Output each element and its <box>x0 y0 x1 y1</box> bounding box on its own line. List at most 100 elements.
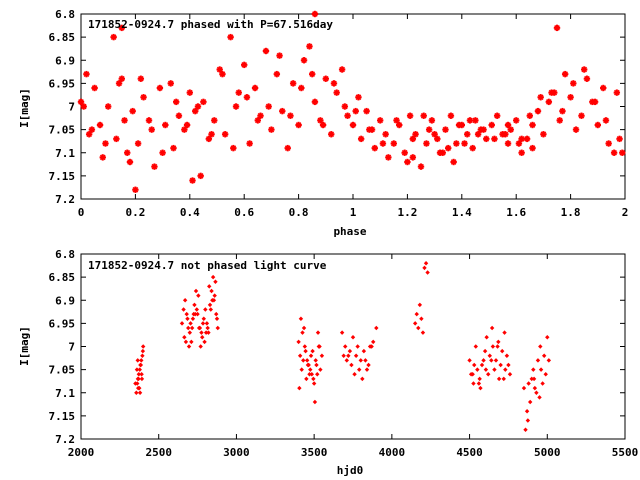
data-point <box>105 103 112 110</box>
data-point <box>501 376 506 382</box>
data-point <box>546 358 552 363</box>
data-point <box>315 372 320 377</box>
data-point <box>525 418 531 423</box>
data-point <box>355 94 362 101</box>
data-point <box>297 353 303 358</box>
data-point <box>330 80 338 87</box>
data-point <box>583 75 591 82</box>
data-point <box>322 75 329 82</box>
data-point <box>213 279 218 284</box>
x-tick-label: 0.4 <box>180 206 200 219</box>
data-point <box>466 117 474 124</box>
data-point <box>301 325 307 331</box>
data-point <box>156 84 164 92</box>
data-point <box>139 376 145 382</box>
data-point <box>151 163 158 170</box>
data-points <box>133 261 552 432</box>
data-point <box>349 121 357 129</box>
data-point <box>314 362 319 368</box>
data-point <box>559 107 566 115</box>
data-point <box>369 344 374 349</box>
data-point <box>296 339 301 345</box>
data-point <box>396 121 403 129</box>
data-point <box>531 367 536 372</box>
data-point <box>416 325 421 331</box>
data-point <box>159 149 166 156</box>
data-point <box>540 131 547 138</box>
data-point <box>534 390 539 395</box>
data-point <box>193 288 199 294</box>
y-tick-label: 6.9 <box>55 294 75 307</box>
data-point <box>199 330 204 335</box>
plot-area-frame <box>80 253 626 440</box>
data-point <box>311 376 316 382</box>
data-point <box>197 325 203 331</box>
y-tick-label: 7.05 <box>49 364 76 377</box>
x-tick-label: 1.2 <box>397 206 417 219</box>
data-point <box>515 140 523 147</box>
data-point <box>99 154 106 161</box>
y-tick-label: 7 <box>68 101 75 114</box>
data-point <box>553 24 561 32</box>
axis-ticks: 0 0.2 0.4 0.6 0.8 1 1.2 1.4 1.6 1.8 2 6.8 6.85 6.9 6.9… <box>49 8 629 219</box>
data-point <box>200 98 207 106</box>
data-point <box>343 344 348 349</box>
y-tick-label: 6.8 <box>55 8 75 21</box>
data-point <box>455 121 463 129</box>
data-point <box>295 121 302 129</box>
data-point <box>137 390 143 395</box>
data-point <box>307 372 312 377</box>
data-point <box>538 344 543 349</box>
data-point <box>491 135 498 143</box>
data-point <box>371 144 378 152</box>
y-tick-label: 7.05 <box>49 124 76 137</box>
data-point <box>352 372 357 377</box>
data-point <box>483 367 489 372</box>
data-point <box>221 131 229 138</box>
data-point <box>476 381 482 386</box>
data-point <box>214 311 219 317</box>
data-point <box>483 135 490 143</box>
data-point <box>318 367 323 372</box>
x-tick-label: 2 <box>622 206 629 219</box>
data-point <box>136 372 142 377</box>
data-point <box>129 107 136 115</box>
data-point <box>496 376 502 382</box>
data-point <box>197 172 204 180</box>
data-point <box>442 126 449 133</box>
data-point <box>406 112 414 119</box>
data-point <box>600 84 607 92</box>
x-tick-label: 0.6 <box>234 206 254 219</box>
data-point <box>135 381 140 386</box>
data-point <box>162 121 169 129</box>
data-point <box>507 126 514 133</box>
data-point <box>529 144 536 152</box>
data-point <box>464 131 471 138</box>
data-point <box>265 103 272 110</box>
data-point <box>366 362 371 368</box>
data-point <box>132 186 139 193</box>
data-point <box>134 367 140 372</box>
y-tick-label: 6.85 <box>49 31 76 44</box>
data-point <box>175 112 183 119</box>
data-point <box>371 339 376 345</box>
data-point <box>535 358 541 363</box>
data-point <box>404 158 411 166</box>
data-point <box>428 117 436 124</box>
data-point <box>186 89 193 96</box>
data-point <box>193 311 198 317</box>
data-point <box>192 107 199 115</box>
data-point <box>195 311 200 317</box>
data-point <box>527 399 533 405</box>
data-point <box>605 140 612 147</box>
data-point <box>349 362 354 368</box>
data-point <box>306 43 313 50</box>
data-point <box>185 316 190 321</box>
data-point <box>353 353 359 358</box>
data-point <box>257 112 264 119</box>
data-point <box>203 307 208 312</box>
data-point <box>189 177 196 184</box>
x-axis-label: hjd0 <box>337 464 364 477</box>
data-point <box>80 103 87 110</box>
data-point <box>83 70 90 78</box>
